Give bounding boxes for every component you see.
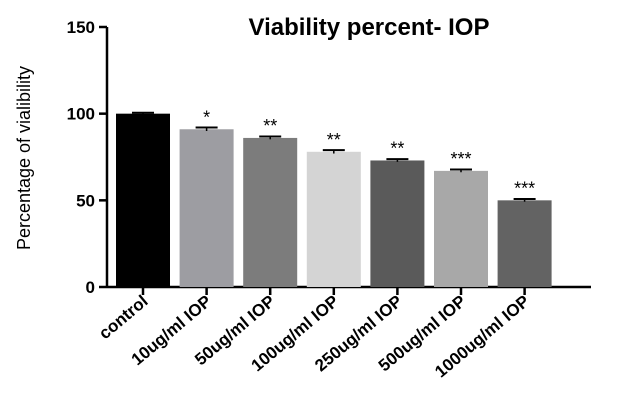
bar — [243, 137, 298, 287]
y-tick-label: 100 — [67, 105, 95, 124]
significance-label: ** — [327, 130, 341, 150]
y-tick-label: 150 — [67, 18, 95, 37]
bar — [116, 113, 170, 288]
bar — [370, 160, 425, 287]
y-tick-label: 50 — [76, 191, 95, 210]
significance-label: *** — [450, 149, 471, 169]
x-category-label: control — [95, 292, 151, 344]
bars-group: * **** ******** — [116, 107, 552, 288]
y-axis-label: Percentage of vialibility — [14, 66, 34, 250]
significance-label: ** — [390, 138, 404, 158]
significance-label: * — [203, 107, 210, 127]
y-axis-ticks: 0 50 100 150 — [67, 18, 107, 297]
y-tick-label: 0 — [86, 278, 95, 297]
bar — [434, 170, 488, 287]
significance-label: *** — [514, 178, 535, 198]
significance-label: ** — [263, 116, 277, 136]
chart-title: Viability percent- IOP — [249, 14, 490, 41]
bar — [497, 200, 552, 287]
bar — [306, 151, 361, 287]
bar — [179, 129, 234, 287]
